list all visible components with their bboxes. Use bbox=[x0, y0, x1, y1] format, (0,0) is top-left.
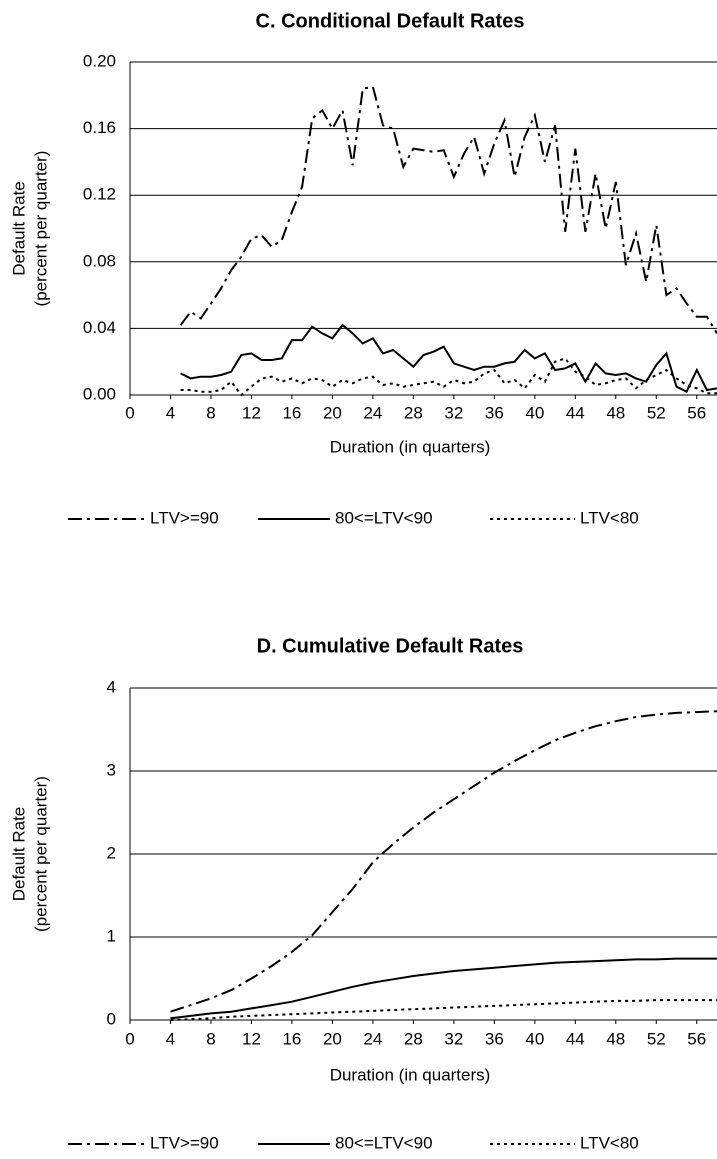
legend-label: 80<=LTV<90 bbox=[335, 508, 433, 527]
y-tick-label: 0.00 bbox=[83, 384, 116, 403]
x-tick-label: 16 bbox=[282, 1029, 301, 1048]
x-tick-label: 8 bbox=[206, 1029, 215, 1048]
x-tick-label: 4 bbox=[166, 1029, 175, 1048]
x-tick-label: 28 bbox=[404, 1029, 423, 1048]
series-line bbox=[180, 323, 717, 394]
x-tick-label: 44 bbox=[566, 403, 585, 422]
y-axis-label: Default Rate bbox=[9, 181, 28, 276]
legend-label: LTV<80 bbox=[580, 508, 639, 527]
y-tick-label: 0.12 bbox=[83, 185, 116, 204]
chart-title: C. Conditional Default Rates bbox=[256, 10, 525, 32]
y-tick-label: 0.16 bbox=[83, 118, 116, 137]
x-tick-label: 40 bbox=[525, 1029, 544, 1048]
legend-label: LTV<80 bbox=[580, 1133, 639, 1152]
x-tick-label: 20 bbox=[323, 1029, 342, 1048]
x-tick-label: 36 bbox=[485, 1029, 504, 1048]
x-tick-label: 24 bbox=[363, 1029, 382, 1048]
x-axis-label: Duration (in quarters) bbox=[330, 437, 491, 456]
x-tick-label: 44 bbox=[566, 1029, 585, 1048]
x-tick-label: 56 bbox=[687, 1029, 706, 1048]
legend-label: LTV>=90 bbox=[150, 508, 219, 527]
y-tick-label: 2 bbox=[107, 843, 116, 862]
series-line bbox=[170, 999, 717, 1021]
x-tick-label: 4 bbox=[166, 403, 175, 422]
y-axis-label: (percent per quarter) bbox=[31, 151, 50, 307]
y-tick-label: 0.04 bbox=[83, 318, 116, 337]
x-tick-label: 0 bbox=[125, 1029, 134, 1048]
x-tick-label: 36 bbox=[485, 403, 504, 422]
x-tick-label: 12 bbox=[242, 1029, 261, 1048]
y-tick-label: 0.20 bbox=[83, 51, 116, 70]
x-tick-label: 28 bbox=[404, 403, 423, 422]
y-axis-label: Default Rate bbox=[9, 807, 28, 902]
x-tick-label: 12 bbox=[242, 403, 261, 422]
x-tick-label: 8 bbox=[206, 403, 215, 422]
series-line bbox=[180, 357, 717, 397]
x-tick-label: 32 bbox=[444, 403, 463, 422]
x-tick-label: 48 bbox=[606, 1029, 625, 1048]
x-tick-label: 52 bbox=[647, 1029, 666, 1048]
x-tick-label: 16 bbox=[282, 403, 301, 422]
series-line bbox=[179, 85, 717, 334]
y-tick-label: 0.08 bbox=[83, 251, 116, 270]
y-tick-label: 3 bbox=[107, 760, 116, 779]
x-axis-label: Duration (in quarters) bbox=[330, 1065, 491, 1084]
x-tick-label: 40 bbox=[525, 403, 544, 422]
legend-label: LTV>=90 bbox=[150, 1133, 219, 1152]
x-tick-label: 48 bbox=[606, 403, 625, 422]
x-tick-label: 20 bbox=[323, 403, 342, 422]
x-tick-label: 0 bbox=[125, 403, 134, 422]
x-tick-label: 56 bbox=[687, 403, 706, 422]
y-tick-label: 0 bbox=[107, 1009, 116, 1028]
x-tick-label: 24 bbox=[363, 403, 382, 422]
x-tick-label: 32 bbox=[444, 1029, 463, 1048]
y-axis-label: (percent per quarter) bbox=[31, 776, 50, 932]
series-line bbox=[170, 957, 717, 1020]
series-line bbox=[170, 710, 717, 1013]
x-tick-label: 52 bbox=[647, 403, 666, 422]
y-tick-label: 4 bbox=[107, 677, 116, 696]
y-tick-label: 1 bbox=[107, 926, 116, 945]
legend-label: 80<=LTV<90 bbox=[335, 1133, 433, 1152]
chart-title: D. Cumulative Default Rates bbox=[257, 635, 524, 657]
